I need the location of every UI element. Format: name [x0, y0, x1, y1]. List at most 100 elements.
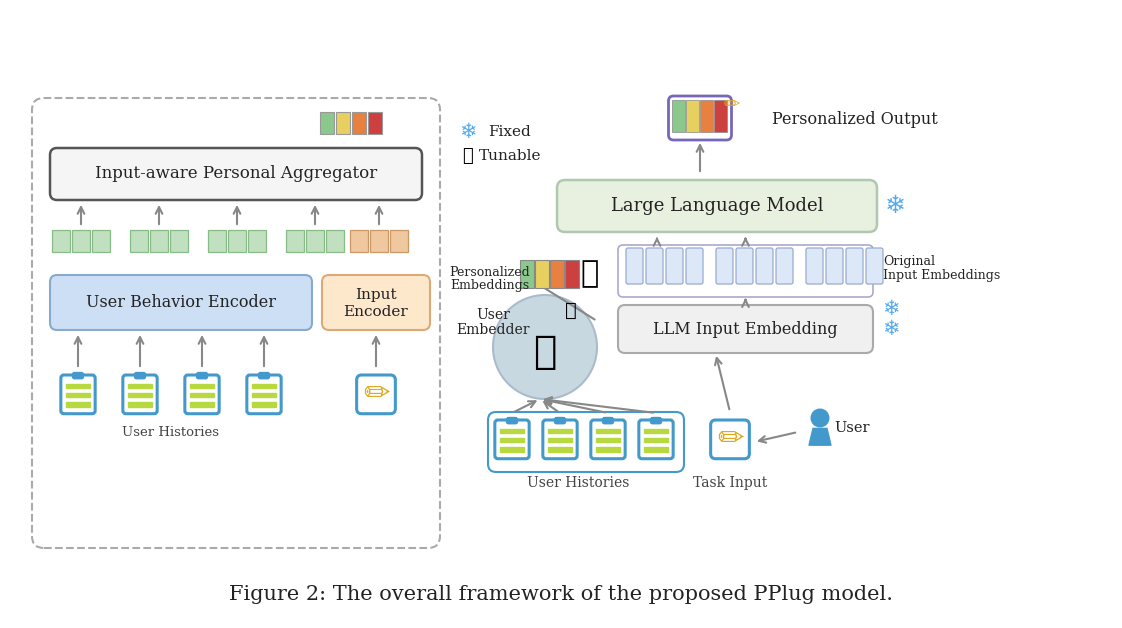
- FancyBboxPatch shape: [50, 275, 312, 330]
- Bar: [251, 393, 276, 398]
- Text: User: User: [476, 308, 509, 322]
- FancyBboxPatch shape: [506, 418, 517, 424]
- Bar: [596, 438, 620, 443]
- Text: Input Embeddings: Input Embeddings: [883, 269, 1000, 281]
- Text: User Histories: User Histories: [122, 426, 220, 438]
- FancyBboxPatch shape: [736, 248, 753, 284]
- Circle shape: [811, 409, 829, 427]
- FancyBboxPatch shape: [626, 248, 643, 284]
- FancyBboxPatch shape: [135, 372, 146, 379]
- Text: Encoder: Encoder: [343, 305, 408, 320]
- Text: Input: Input: [356, 288, 397, 303]
- Bar: [565, 260, 579, 288]
- Bar: [519, 260, 534, 288]
- FancyBboxPatch shape: [258, 372, 269, 379]
- FancyBboxPatch shape: [618, 305, 873, 353]
- FancyBboxPatch shape: [554, 418, 565, 424]
- FancyBboxPatch shape: [618, 245, 873, 297]
- Text: ❄: ❄: [884, 194, 905, 218]
- Text: Task Input: Task Input: [693, 476, 767, 490]
- Text: Embedder: Embedder: [457, 323, 530, 337]
- Bar: [128, 393, 153, 398]
- FancyBboxPatch shape: [846, 248, 863, 284]
- Text: ❄: ❄: [882, 299, 900, 319]
- Text: User: User: [834, 421, 870, 435]
- Bar: [596, 429, 620, 433]
- Bar: [548, 448, 572, 452]
- Bar: [66, 384, 91, 388]
- FancyBboxPatch shape: [61, 375, 95, 414]
- Bar: [150, 230, 168, 252]
- Text: 🔌: 🔌: [581, 259, 599, 288]
- FancyBboxPatch shape: [73, 372, 83, 379]
- Bar: [72, 230, 90, 252]
- FancyBboxPatch shape: [638, 420, 673, 458]
- Bar: [306, 230, 324, 252]
- Bar: [320, 112, 334, 134]
- Text: Embeddings: Embeddings: [450, 279, 530, 293]
- Bar: [370, 230, 388, 252]
- Text: LLM Input Embedding: LLM Input Embedding: [653, 320, 838, 337]
- FancyBboxPatch shape: [495, 420, 530, 458]
- Bar: [335, 112, 350, 134]
- Bar: [286, 230, 304, 252]
- FancyBboxPatch shape: [185, 375, 219, 414]
- FancyBboxPatch shape: [669, 96, 732, 140]
- Bar: [327, 230, 344, 252]
- FancyBboxPatch shape: [666, 248, 683, 284]
- Text: Figure 2: The overall framework of the proposed PPlug model.: Figure 2: The overall framework of the p…: [229, 585, 893, 605]
- Polygon shape: [809, 428, 831, 445]
- Bar: [171, 230, 188, 252]
- Bar: [190, 384, 214, 388]
- Bar: [228, 230, 246, 252]
- Bar: [499, 429, 524, 433]
- Bar: [130, 230, 148, 252]
- Bar: [248, 230, 266, 252]
- Text: ✏: ✏: [362, 379, 389, 410]
- Bar: [352, 112, 366, 134]
- FancyBboxPatch shape: [603, 418, 614, 424]
- FancyBboxPatch shape: [50, 148, 422, 200]
- Text: ✏: ✏: [724, 94, 739, 114]
- FancyBboxPatch shape: [322, 275, 430, 330]
- Text: User Histories: User Histories: [527, 476, 629, 490]
- Text: ❄: ❄: [882, 319, 900, 339]
- FancyBboxPatch shape: [357, 375, 395, 414]
- Bar: [190, 403, 214, 407]
- Bar: [368, 112, 381, 134]
- Text: Input-aware Personal Aggregator: Input-aware Personal Aggregator: [95, 166, 377, 183]
- Bar: [390, 230, 408, 252]
- FancyBboxPatch shape: [122, 375, 157, 414]
- Text: Personalized Output: Personalized Output: [772, 112, 938, 129]
- Circle shape: [493, 295, 597, 399]
- Text: Tunable: Tunable: [479, 149, 541, 163]
- Text: Original: Original: [883, 254, 935, 268]
- Bar: [700, 100, 714, 132]
- Bar: [499, 448, 524, 452]
- Bar: [251, 403, 276, 407]
- Bar: [644, 429, 669, 433]
- Bar: [52, 230, 70, 252]
- Bar: [208, 230, 226, 252]
- Text: Large Language Model: Large Language Model: [610, 197, 824, 215]
- FancyBboxPatch shape: [591, 420, 625, 458]
- Bar: [550, 260, 564, 288]
- FancyBboxPatch shape: [710, 420, 749, 458]
- Bar: [66, 393, 91, 398]
- FancyBboxPatch shape: [247, 375, 282, 414]
- Bar: [128, 384, 153, 388]
- Text: Personalized: Personalized: [450, 266, 531, 278]
- Bar: [687, 100, 699, 132]
- FancyBboxPatch shape: [716, 248, 733, 284]
- Bar: [596, 448, 620, 452]
- Text: Fixed: Fixed: [488, 125, 532, 139]
- FancyBboxPatch shape: [488, 412, 684, 472]
- Bar: [644, 438, 669, 443]
- Bar: [92, 230, 110, 252]
- Bar: [535, 260, 549, 288]
- FancyBboxPatch shape: [33, 98, 440, 548]
- Text: User Behavior Encoder: User Behavior Encoder: [86, 294, 276, 311]
- Bar: [672, 100, 686, 132]
- FancyBboxPatch shape: [776, 248, 793, 284]
- Text: ❄: ❄: [459, 122, 477, 142]
